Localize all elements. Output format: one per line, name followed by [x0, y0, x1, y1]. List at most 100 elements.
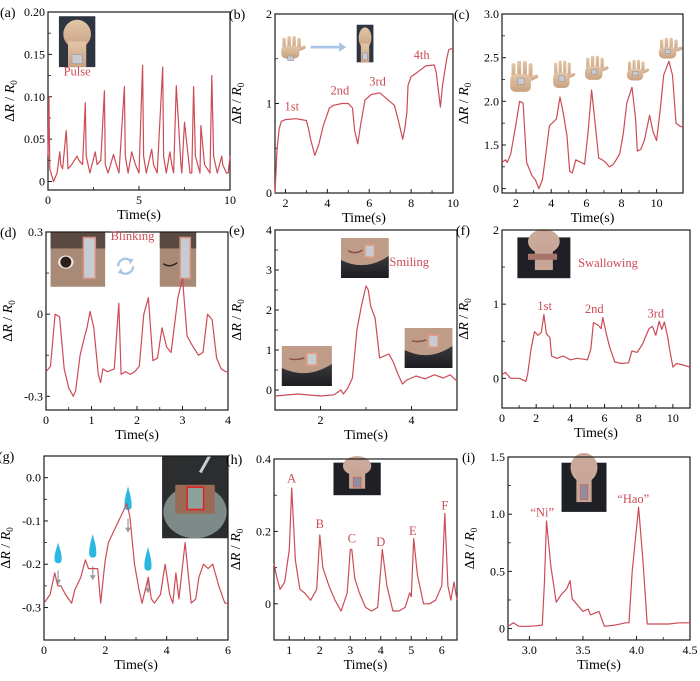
x-tick-label: 1	[286, 643, 292, 657]
sensor-patch	[558, 75, 565, 82]
x-tick-label: 1	[89, 413, 95, 427]
y-axis-label: ΔR / R0	[3, 80, 19, 122]
y-tick-label: -0.2	[22, 557, 41, 571]
mouth-shape	[347, 249, 363, 254]
plot-frame	[507, 456, 691, 641]
x-tick-label: 10	[447, 196, 459, 210]
y-tick-label: 0.10	[24, 90, 45, 104]
y-tick-label: 0.4	[256, 452, 271, 466]
plot-frame	[501, 229, 691, 409]
y-label-main: R	[3, 84, 18, 94]
annotation-label: “Ni”	[530, 505, 554, 519]
sensor-highlight-box	[186, 486, 205, 511]
y-label-main: /	[3, 93, 18, 104]
y-label-main: R	[457, 106, 472, 116]
face-neutral-photo-2	[404, 328, 453, 368]
y-label-subscript: 0	[463, 82, 473, 87]
x-tick-label: 4	[378, 643, 384, 657]
annotation-label: “Hao”	[617, 492, 649, 506]
y-tick-label: 0.15	[24, 47, 45, 61]
panel-label: (h)	[226, 453, 243, 468]
x-tick-label: 2	[102, 643, 108, 657]
y-label-main: R	[457, 322, 472, 332]
y-label-subscript: 0	[235, 528, 245, 533]
series-line-pulse	[47, 64, 231, 183]
annotation-label: A	[287, 472, 296, 486]
x-tick-label: 3	[180, 413, 186, 427]
jacket-shape	[340, 256, 389, 278]
finger-shape	[590, 55, 595, 70]
annotation-label: Smiling	[389, 255, 429, 269]
palm-photo-3	[585, 55, 609, 80]
annotation-label: 2nd	[585, 302, 605, 316]
y-tick-label: 0.3	[28, 225, 43, 239]
annotation-label: 2nd	[331, 84, 351, 98]
y-label-main: R	[0, 531, 14, 541]
y-label-subscript: 0	[7, 300, 17, 305]
face-neutral-photo-1	[281, 346, 332, 386]
annotation-label: Swallowing	[578, 256, 638, 270]
arrow-icon	[310, 42, 347, 52]
x-tick-label: 2	[533, 411, 539, 425]
face-smiling-photo	[340, 238, 389, 278]
y-tick-label: 0	[265, 597, 271, 611]
annotation-label: D	[376, 535, 385, 549]
y-tick-label: 2	[266, 303, 272, 317]
sensor-patch	[364, 244, 376, 258]
y-tick-label: 0	[37, 307, 43, 321]
y-label-main: R	[463, 551, 478, 561]
jacket-shape	[404, 346, 453, 368]
y-tick-label: 0.05	[24, 132, 45, 146]
series-line-fist-clench	[274, 47, 454, 194]
x-axis-label: Time(s)	[115, 428, 159, 443]
finger-shape	[632, 59, 636, 72]
series-line-vocal	[273, 487, 458, 612]
y-tick-label: 1	[493, 297, 499, 311]
mouth-shape	[289, 357, 305, 361]
down-arrow-head	[125, 527, 132, 533]
finger-shape	[563, 60, 567, 77]
x-tick-label: 6	[583, 196, 589, 210]
x-tick-label: 3.5	[575, 643, 590, 657]
water-drop-shape	[54, 542, 62, 564]
x-tick-label: 2	[282, 196, 288, 210]
water-drop-shape	[144, 546, 152, 571]
y-tick-label: 1.5	[484, 138, 499, 152]
series-line-blinking	[45, 278, 228, 397]
y-axis-label: ΔR / R0	[230, 299, 246, 341]
y-label-main: R	[463, 532, 478, 542]
sensor-patch	[632, 71, 639, 76]
x-axis-label: Time(s)	[577, 658, 621, 673]
wrist-pulse-photo	[58, 16, 96, 68]
throat-photo	[561, 452, 607, 512]
y-axis-label: ΔR / R0	[230, 82, 246, 124]
palm-shape	[281, 45, 300, 59]
y-axis-label: ΔR / R0	[457, 298, 473, 340]
y-tick-label: 2.5	[484, 51, 499, 65]
finger-shape	[669, 37, 673, 50]
down-arrow-head	[89, 575, 96, 581]
annotation-label: C	[348, 531, 356, 545]
y-tick-label: -0.1	[22, 514, 41, 528]
sensor-patch	[664, 49, 671, 54]
neck-swallow-photo	[517, 229, 571, 279]
annotation-label: 4th	[414, 48, 431, 62]
y-tick-label: 0	[493, 182, 499, 196]
y-label-main: R	[1, 304, 16, 314]
x-tick-label: 8	[618, 196, 624, 210]
x-tick-label: 0	[499, 411, 505, 425]
y-label-subscript: 0	[236, 82, 246, 87]
x-tick-label: 6	[225, 643, 231, 657]
thumb-shape	[568, 72, 576, 78]
panel-label: (a)	[0, 6, 16, 21]
y-label-main: R	[230, 303, 245, 313]
y-tick-label: 0.5	[490, 564, 505, 578]
finger-shape	[558, 60, 562, 77]
open-hand-photo	[281, 35, 306, 61]
